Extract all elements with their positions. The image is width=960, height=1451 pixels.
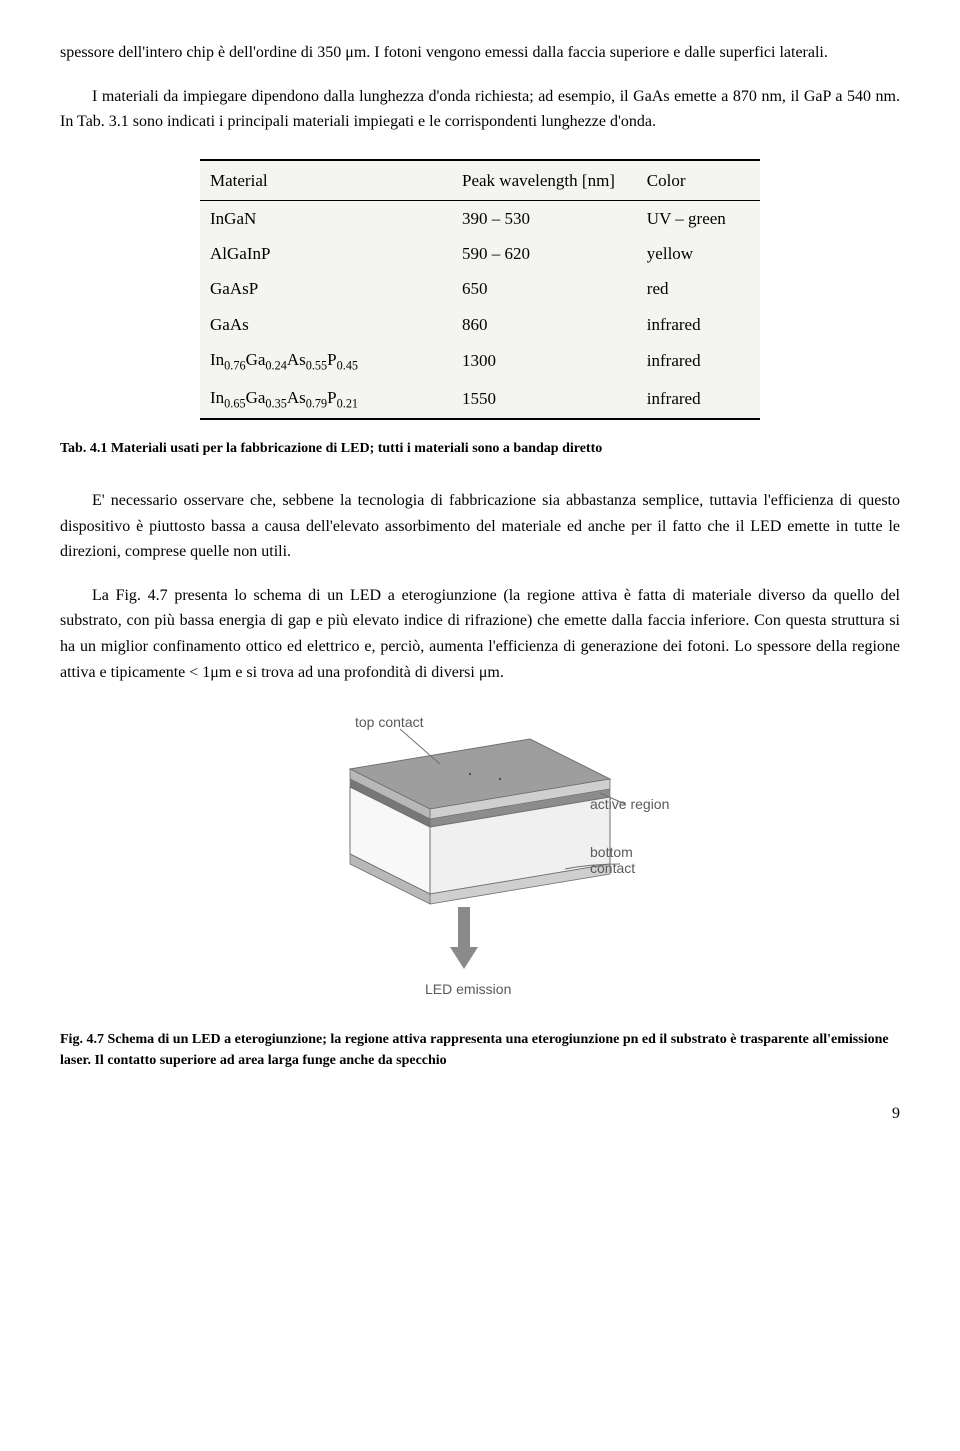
materials-table: Material Peak wavelength [nm] Color InGa… (200, 159, 760, 420)
table-caption: Tab. 4.1 Materiali usati per la fabbrica… (60, 438, 900, 460)
table-body: InGaN390 – 530UV – greenAlGaInP590 – 620… (200, 200, 760, 418)
table-row: GaAs860infrared (200, 307, 760, 342)
table-row: In0.76Ga0.24As0.55P0.451300infrared (200, 342, 760, 380)
top-dot (499, 778, 501, 780)
cell-color: infrared (637, 342, 760, 380)
cell-color: red (637, 271, 760, 306)
table-row: AlGaInP590 – 620yellow (200, 236, 760, 271)
cell-color: infrared (637, 307, 760, 342)
cell-wavelength: 590 – 620 (452, 236, 637, 271)
cell-wavelength: 1300 (452, 342, 637, 380)
table-header-row: Material Peak wavelength [nm] Color (200, 160, 760, 201)
top-dot (469, 773, 471, 775)
col-wavelength: Peak wavelength [nm] (452, 160, 637, 201)
paragraph-4: La Fig. 4.7 presenta lo schema di un LED… (60, 583, 900, 685)
label-top-contact: top contact (355, 714, 424, 730)
cell-material: GaAs (200, 307, 452, 342)
table-row: In0.65Ga0.35As0.79P0.211550infrared (200, 380, 760, 419)
table-row: GaAsP650red (200, 271, 760, 306)
figure-wrap: top contact active region bottom contact… (60, 709, 900, 1009)
col-color: Color (637, 160, 760, 201)
cell-wavelength: 860 (452, 307, 637, 342)
label-active-region: active region (590, 796, 669, 812)
label-led-emission: LED emission (425, 981, 511, 997)
paragraph-1: spessore dell'intero chip è dell'ordine … (60, 40, 900, 66)
led-schematic: top contact active region bottom contact… (290, 709, 670, 1009)
cell-material: In0.65Ga0.35As0.79P0.21 (200, 380, 452, 419)
page-number: 9 (60, 1101, 900, 1127)
materials-table-container: Material Peak wavelength [nm] Color InGa… (60, 159, 900, 420)
cell-color: infrared (637, 380, 760, 419)
cell-material: GaAsP (200, 271, 452, 306)
cell-wavelength: 1550 (452, 380, 637, 419)
cell-color: UV – green (637, 200, 760, 236)
emission-arrow-icon (450, 907, 478, 969)
table-row: InGaN390 – 530UV – green (200, 200, 760, 236)
cell-material: InGaN (200, 200, 452, 236)
cell-wavelength: 650 (452, 271, 637, 306)
cell-material: AlGaInP (200, 236, 452, 271)
paragraph-3: E' necessario osservare che, sebbene la … (60, 488, 900, 565)
label-bottom: bottom (590, 844, 633, 860)
col-material: Material (200, 160, 452, 201)
label-contact: contact (590, 860, 635, 876)
cell-material: In0.76Ga0.24As0.55P0.45 (200, 342, 452, 380)
cell-wavelength: 390 – 530 (452, 200, 637, 236)
figure-caption: Fig. 4.7 Schema di un LED a eterogiunzio… (60, 1029, 900, 1071)
paragraph-2: I materiali da impiegare dipendono dalla… (60, 84, 900, 135)
cell-color: yellow (637, 236, 760, 271)
